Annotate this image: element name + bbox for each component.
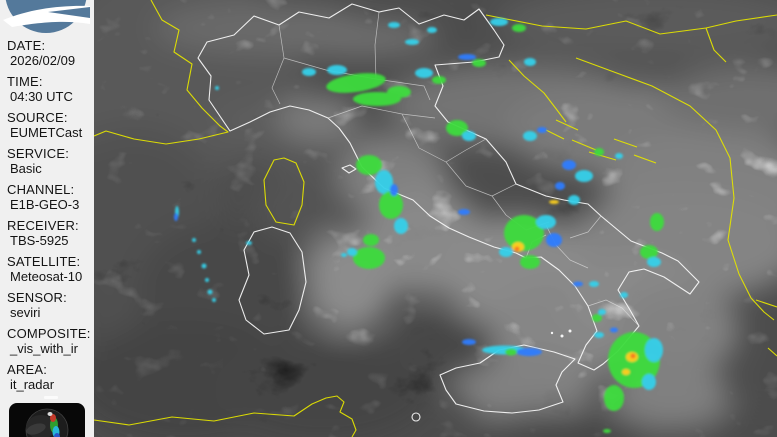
satellite-composite	[94, 0, 777, 437]
field-value: E1B-GEO-3	[10, 197, 80, 212]
field-composite: COMPOSITE: _vis_with_ir	[7, 326, 92, 356]
field-receiver: RECEIVER: TBS-5925	[7, 218, 92, 248]
field-label: COMPOSITE:	[7, 326, 91, 341]
field-label: SERVICE:	[7, 146, 70, 161]
field-time: TIME: 04:30 UTC	[7, 74, 92, 104]
divider-dash	[44, 396, 58, 399]
field-label: SENSOR:	[7, 290, 67, 305]
cloud-layer	[94, 0, 777, 437]
satellite-map-image	[94, 0, 777, 437]
field-value: _vis_with_ir	[10, 341, 78, 356]
field-label: DATE:	[7, 38, 46, 53]
station-logo	[0, 0, 94, 36]
field-service: SERVICE: Basic	[7, 146, 92, 176]
field-date: DATE: 2026/02/09	[7, 38, 92, 68]
field-value: 04:30 UTC	[10, 89, 73, 104]
field-sensor: SENSOR: seviri	[7, 290, 92, 320]
field-value: TBS-5925	[10, 233, 69, 248]
field-label: AREA:	[7, 362, 48, 377]
field-satellite: SATELLITE: Meteosat-10	[7, 254, 92, 284]
field-label: SATELLITE:	[7, 254, 81, 269]
radar-echoes	[174, 18, 664, 433]
field-value: it_radar	[10, 377, 55, 392]
field-value: 2026/02/09	[10, 53, 76, 68]
field-label: RECEIVER:	[7, 218, 79, 233]
field-source: SOURCE: EUMETCast	[7, 110, 92, 140]
field-value: Basic	[10, 161, 42, 176]
field-value: EUMETCast	[10, 125, 83, 140]
field-label: TIME:	[7, 74, 43, 89]
field-area: AREA: it_radar	[7, 362, 92, 392]
full-disk-thumbnail[interactable]	[9, 403, 85, 437]
globe-icon	[25, 408, 69, 437]
station-logo-icon	[3, 0, 90, 33]
field-value: seviri	[10, 305, 41, 320]
field-label: SOURCE:	[7, 110, 68, 125]
metadata-fields: DATE: 2026/02/09 TIME: 04:30 UTC SOURCE:…	[0, 36, 94, 392]
field-channel: CHANNEL: E1B-GEO-3	[7, 182, 92, 212]
field-label: CHANNEL:	[7, 182, 75, 197]
foreign-borders	[94, 0, 777, 437]
field-value: Meteosat-10	[10, 269, 83, 284]
metadata-sidebar: DATE: 2026/02/09 TIME: 04:30 UTC SOURCE:…	[0, 0, 94, 437]
